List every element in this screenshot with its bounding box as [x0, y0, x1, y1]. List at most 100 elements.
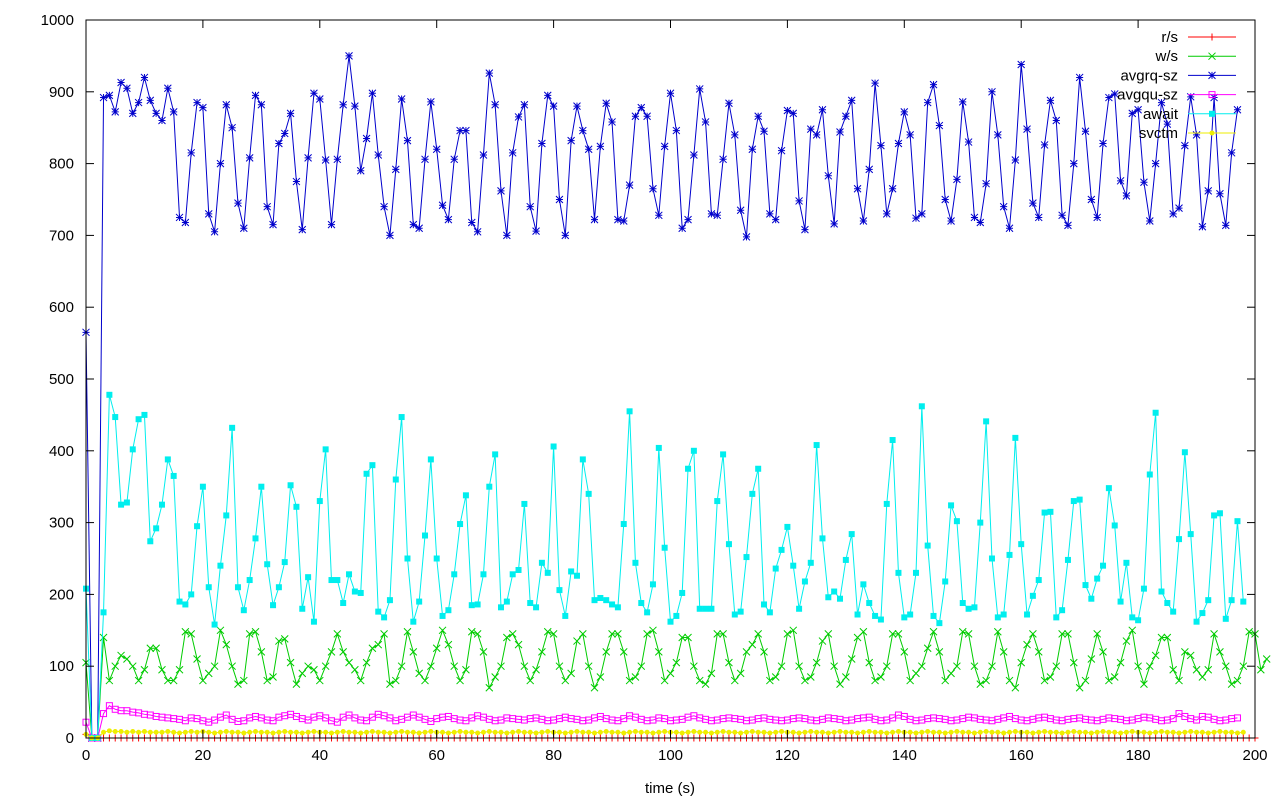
data-point-await: [673, 612, 680, 619]
data-point-w-s: [970, 662, 979, 671]
data-point-svctm: [323, 729, 329, 735]
data-point-await: [1029, 592, 1036, 599]
data-point-avgrq-sz: [894, 139, 903, 148]
data-point-w-s: [368, 644, 377, 653]
data-point-await: [281, 559, 288, 566]
data-point-await: [118, 501, 125, 508]
data-point-svctm: [527, 729, 533, 735]
data-point-svctm: [890, 729, 896, 735]
data-point-svctm: [895, 729, 901, 735]
data-point-svctm: [708, 730, 714, 736]
data-point-svctm: [1047, 729, 1053, 735]
data-point-w-s: [771, 673, 780, 681]
data-point-avgrq-sz: [742, 232, 751, 241]
data-point-avgrq-sz: [812, 131, 821, 139]
data-point-await: [176, 598, 183, 605]
data-point-await: [801, 578, 808, 585]
data-point-avgrq-sz: [719, 155, 727, 164]
data-point-await: [953, 518, 960, 525]
data-point-w-s: [766, 676, 774, 685]
data-point-await: [708, 605, 715, 612]
data-point-await: [942, 578, 949, 585]
data-point-svctm: [305, 729, 311, 735]
data-point-await: [1024, 611, 1031, 618]
data-point-w-s: [520, 662, 529, 671]
data-point-avgrq-sz: [766, 210, 774, 218]
data-point-await: [509, 571, 516, 578]
data-point-avgrq-sz: [1052, 116, 1061, 125]
data-point-await: [246, 577, 253, 584]
data-point-avgrq-sz: [538, 139, 546, 148]
data-point-await: [977, 519, 984, 526]
data-point-svctm: [814, 729, 820, 735]
data-point-avgrq-sz: [847, 96, 856, 105]
data-point-avgrq-sz: [654, 211, 663, 220]
data-point-w-s: [637, 662, 646, 671]
data-point-avgqu-sz: [1233, 714, 1241, 722]
data-point-w-s: [543, 627, 552, 636]
data-point-w-s: [654, 647, 663, 656]
data-point-svctm: [229, 729, 235, 735]
data-point-avgrq-sz: [128, 109, 137, 118]
data-point-w-s: [351, 665, 359, 674]
data-point-avgrq-sz: [789, 109, 798, 118]
data-point-await: [404, 555, 411, 562]
data-point-avgrq-sz: [730, 131, 739, 139]
data-point-w-s: [467, 627, 476, 636]
data-point-await: [930, 612, 937, 619]
data-point-await: [497, 604, 504, 611]
data-point-svctm: [749, 729, 755, 735]
data-point-svctm: [714, 729, 720, 735]
data-point-avgqu-sz: [105, 702, 113, 710]
data-point-avgrq-sz: [1069, 159, 1078, 168]
data-point-w-s: [234, 680, 242, 689]
data-point-w-s: [929, 627, 938, 636]
data-point-avgrq-sz: [1140, 178, 1148, 187]
data-point-svctm: [720, 729, 726, 735]
legend: r/s w/s avgrq-sz avgqu-sz await svctm: [1117, 29, 1236, 142]
data-point-await: [924, 542, 931, 549]
data-point-await: [381, 614, 388, 621]
data-point-w-s: [321, 662, 330, 671]
data-point-w-s: [239, 676, 248, 685]
data-point-w-s: [707, 669, 716, 678]
data-point-avgrq-sz: [1151, 159, 1160, 168]
data-point-await: [100, 609, 107, 616]
data-point-avgrq-sz: [187, 148, 196, 157]
legend-item-w-s: w/s: [1155, 48, 1236, 65]
data-point-svctm: [802, 729, 808, 735]
data-point-w-s: [730, 676, 739, 685]
data-point-await: [252, 535, 259, 542]
data-point-avgrq-sz: [736, 206, 745, 215]
data-point-svctm: [352, 729, 358, 735]
x-tick-label: 60: [428, 747, 445, 764]
data-point-svctm: [346, 729, 352, 735]
legend-marker: [1208, 52, 1216, 61]
data-point-svctm: [288, 729, 294, 735]
data-point-await: [351, 588, 358, 595]
data-point-svctm: [1071, 729, 1077, 735]
data-point-w-s: [1110, 673, 1119, 681]
data-point-svctm: [545, 729, 551, 735]
legend-item-svctm: svctm: [1139, 125, 1236, 142]
data-point-svctm: [533, 730, 539, 736]
data-point-svctm: [597, 729, 603, 735]
data-point-await: [194, 523, 201, 530]
data-point-w-s: [181, 627, 190, 636]
data-point-await: [357, 589, 364, 596]
data-point-svctm: [819, 729, 825, 735]
data-point-avgrq-sz: [409, 220, 418, 229]
data-point-w-s: [204, 669, 213, 678]
data-point-await: [264, 561, 271, 568]
data-point-avgrq-sz: [1157, 98, 1166, 107]
data-point-avgrq-sz: [871, 79, 879, 88]
data-point-svctm: [1094, 729, 1100, 735]
data-point-avgrq-sz: [900, 108, 909, 116]
data-point-await: [819, 535, 826, 542]
data-point-w-s: [356, 676, 365, 685]
data-point-svctm: [638, 729, 644, 735]
legend-label: avgrq-sz: [1120, 67, 1178, 84]
data-point-avgrq-sz: [678, 224, 687, 233]
data-point-avgrq-sz: [760, 127, 768, 136]
data-point-svctm: [1229, 729, 1235, 735]
